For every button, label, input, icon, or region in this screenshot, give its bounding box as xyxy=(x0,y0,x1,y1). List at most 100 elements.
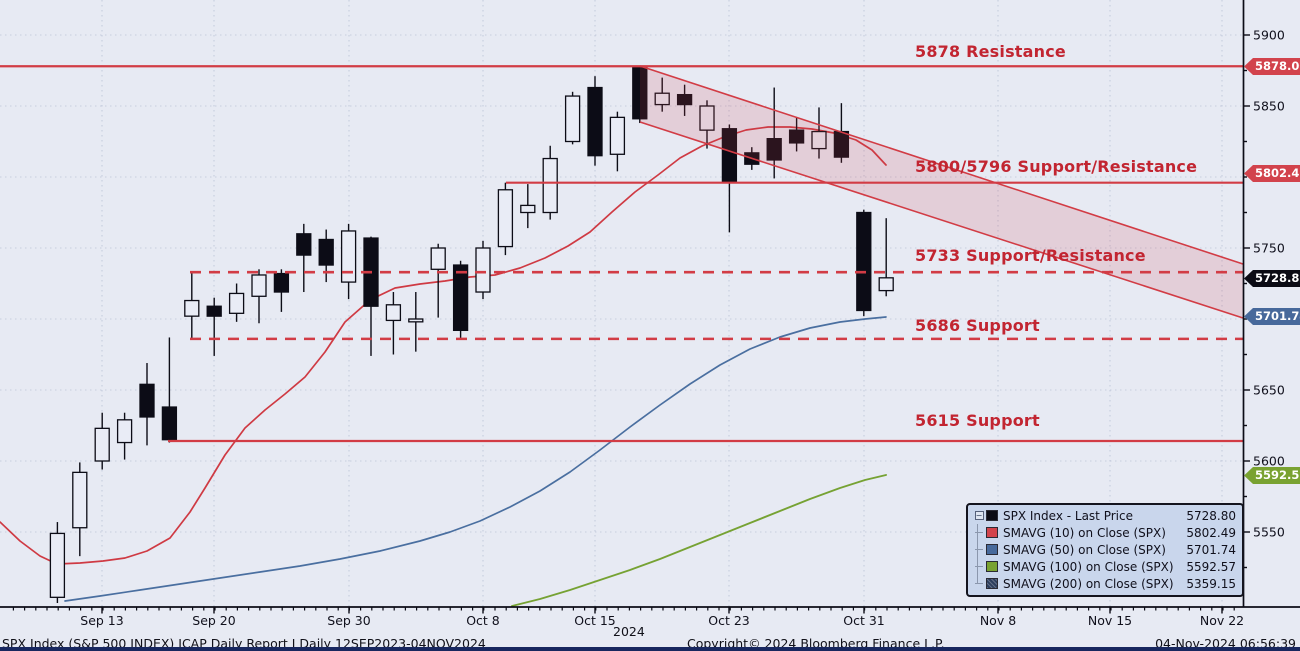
price-label-smavg50: 5701.74 xyxy=(1244,308,1300,325)
candle xyxy=(564,91,581,145)
candle-body xyxy=(72,471,88,529)
candle xyxy=(542,145,558,220)
candle xyxy=(318,229,334,283)
candle-body xyxy=(273,272,290,293)
candle xyxy=(340,223,357,300)
y-axis-label: 5750 xyxy=(1253,241,1285,256)
x-axis-label: Oct 31 xyxy=(843,613,885,628)
candle-body xyxy=(116,419,133,444)
candle-body xyxy=(318,238,334,266)
candle-body xyxy=(542,157,558,214)
candle-body xyxy=(475,247,491,293)
y-axis-label: 5550 xyxy=(1253,525,1285,540)
x-axis-label: Sep 13 xyxy=(80,613,123,628)
candle xyxy=(184,272,200,339)
candle-body xyxy=(296,233,312,256)
candle xyxy=(609,111,626,172)
candle xyxy=(228,283,245,322)
smavg100-swatch-icon xyxy=(986,561,998,572)
annotation-5878-resistance: 5878 Resistance xyxy=(915,42,1066,61)
candle xyxy=(94,412,110,470)
x-axis-label: Oct 8 xyxy=(466,613,500,628)
legend-label: SMAVG (200) on Close (SPX) xyxy=(1003,576,1174,591)
legend-value: 5728.80 xyxy=(1186,508,1236,523)
candle xyxy=(497,182,514,256)
smavg200-swatch-icon xyxy=(986,578,998,589)
candle-body xyxy=(699,105,715,131)
candle xyxy=(520,184,536,229)
legend-value: 5359.15 xyxy=(1186,576,1236,591)
y-axis: 5900 5850 5750 5650 5600 5550 xyxy=(1243,28,1285,569)
trend-channel-upper-line xyxy=(639,65,1244,265)
candle xyxy=(856,209,872,317)
candle xyxy=(430,243,446,318)
candle xyxy=(654,77,670,112)
x-axis-label: Sep 30 xyxy=(327,613,370,628)
smavg10-swatch-icon xyxy=(986,527,998,538)
candle-body xyxy=(587,86,603,157)
x-axis-label: Nov 8 xyxy=(980,613,1016,628)
candle xyxy=(408,292,424,352)
legend-label: SMAVG (100) on Close (SPX) xyxy=(1003,559,1174,574)
candle-body xyxy=(206,305,222,317)
candle-body xyxy=(340,230,357,283)
candle xyxy=(452,260,469,339)
x-axis-label: Oct 15 xyxy=(574,613,616,628)
candle-body xyxy=(878,277,894,292)
candle-body xyxy=(788,129,805,144)
candle-body xyxy=(632,67,648,120)
candle xyxy=(676,84,693,116)
candle-body xyxy=(520,204,536,214)
legend-value: 5802.49 xyxy=(1186,525,1236,540)
y-axis-label: 5850 xyxy=(1253,99,1285,114)
smavg-line-10 xyxy=(0,126,887,565)
candle-body xyxy=(139,383,155,418)
candle xyxy=(116,412,133,460)
candle-body xyxy=(161,406,178,441)
annotation-5615-support: 5615 Support xyxy=(915,411,1040,430)
candle-body xyxy=(452,264,469,332)
candle-body xyxy=(676,93,693,106)
trend-channel-fill xyxy=(640,66,1243,318)
candle-body xyxy=(430,247,446,270)
candle-body xyxy=(251,274,267,297)
smavg-line-50 xyxy=(64,316,887,602)
candle xyxy=(587,76,603,166)
legend-value: 5592.57 xyxy=(1186,559,1236,574)
candle xyxy=(721,124,738,233)
candle-body xyxy=(228,292,245,314)
candle-body xyxy=(385,304,402,322)
candle xyxy=(251,269,267,324)
legend-row-smavg50[interactable]: SMAVG (50) on Close (SPX) 5701.74 xyxy=(972,541,1236,558)
candle-body xyxy=(184,299,200,317)
y-axis-label: 5650 xyxy=(1253,383,1285,398)
legend-label: SPX Index - Last Price xyxy=(1003,508,1133,523)
smavg-line-100 xyxy=(511,474,887,607)
candle-body xyxy=(856,211,872,312)
candle-body xyxy=(408,318,424,323)
x-axis-label: Nov 22 xyxy=(1200,613,1244,628)
legend-row-smavg100[interactable]: SMAVG (100) on Close (SPX) 5592.57 xyxy=(972,558,1236,575)
candle xyxy=(788,117,805,152)
trend-channel-lower-line xyxy=(639,121,1244,319)
price-label-smavg100: 5592.57 xyxy=(1244,467,1300,484)
candle-body xyxy=(654,92,670,106)
annotation-5733: 5733 Support/Resistance xyxy=(915,246,1146,265)
legend[interactable]: − SPX Index - Last Price 5728.80 SMAVG (… xyxy=(966,503,1244,597)
x-axis-label: Nov 15 xyxy=(1088,613,1132,628)
legend-label: SMAVG (50) on Close (SPX) xyxy=(1003,542,1166,557)
legend-label: SMAVG (10) on Close (SPX) xyxy=(1003,525,1166,540)
candle xyxy=(878,218,894,297)
legend-value: 5701.74 xyxy=(1186,542,1236,557)
bottom-navy-strip xyxy=(0,647,1300,651)
legend-row-spx[interactable]: − SPX Index - Last Price 5728.80 xyxy=(972,507,1236,524)
legend-expander-icon[interactable]: − xyxy=(974,511,984,520)
candle-body xyxy=(497,189,514,248)
legend-row-smavg200[interactable]: SMAVG (200) on Close (SPX) 5359.15 xyxy=(972,575,1236,592)
candle xyxy=(72,462,88,557)
candle xyxy=(296,223,312,293)
legend-row-smavg10[interactable]: SMAVG (10) on Close (SPX) 5802.49 xyxy=(972,524,1236,541)
candle-body xyxy=(811,130,827,150)
candle xyxy=(161,337,178,443)
